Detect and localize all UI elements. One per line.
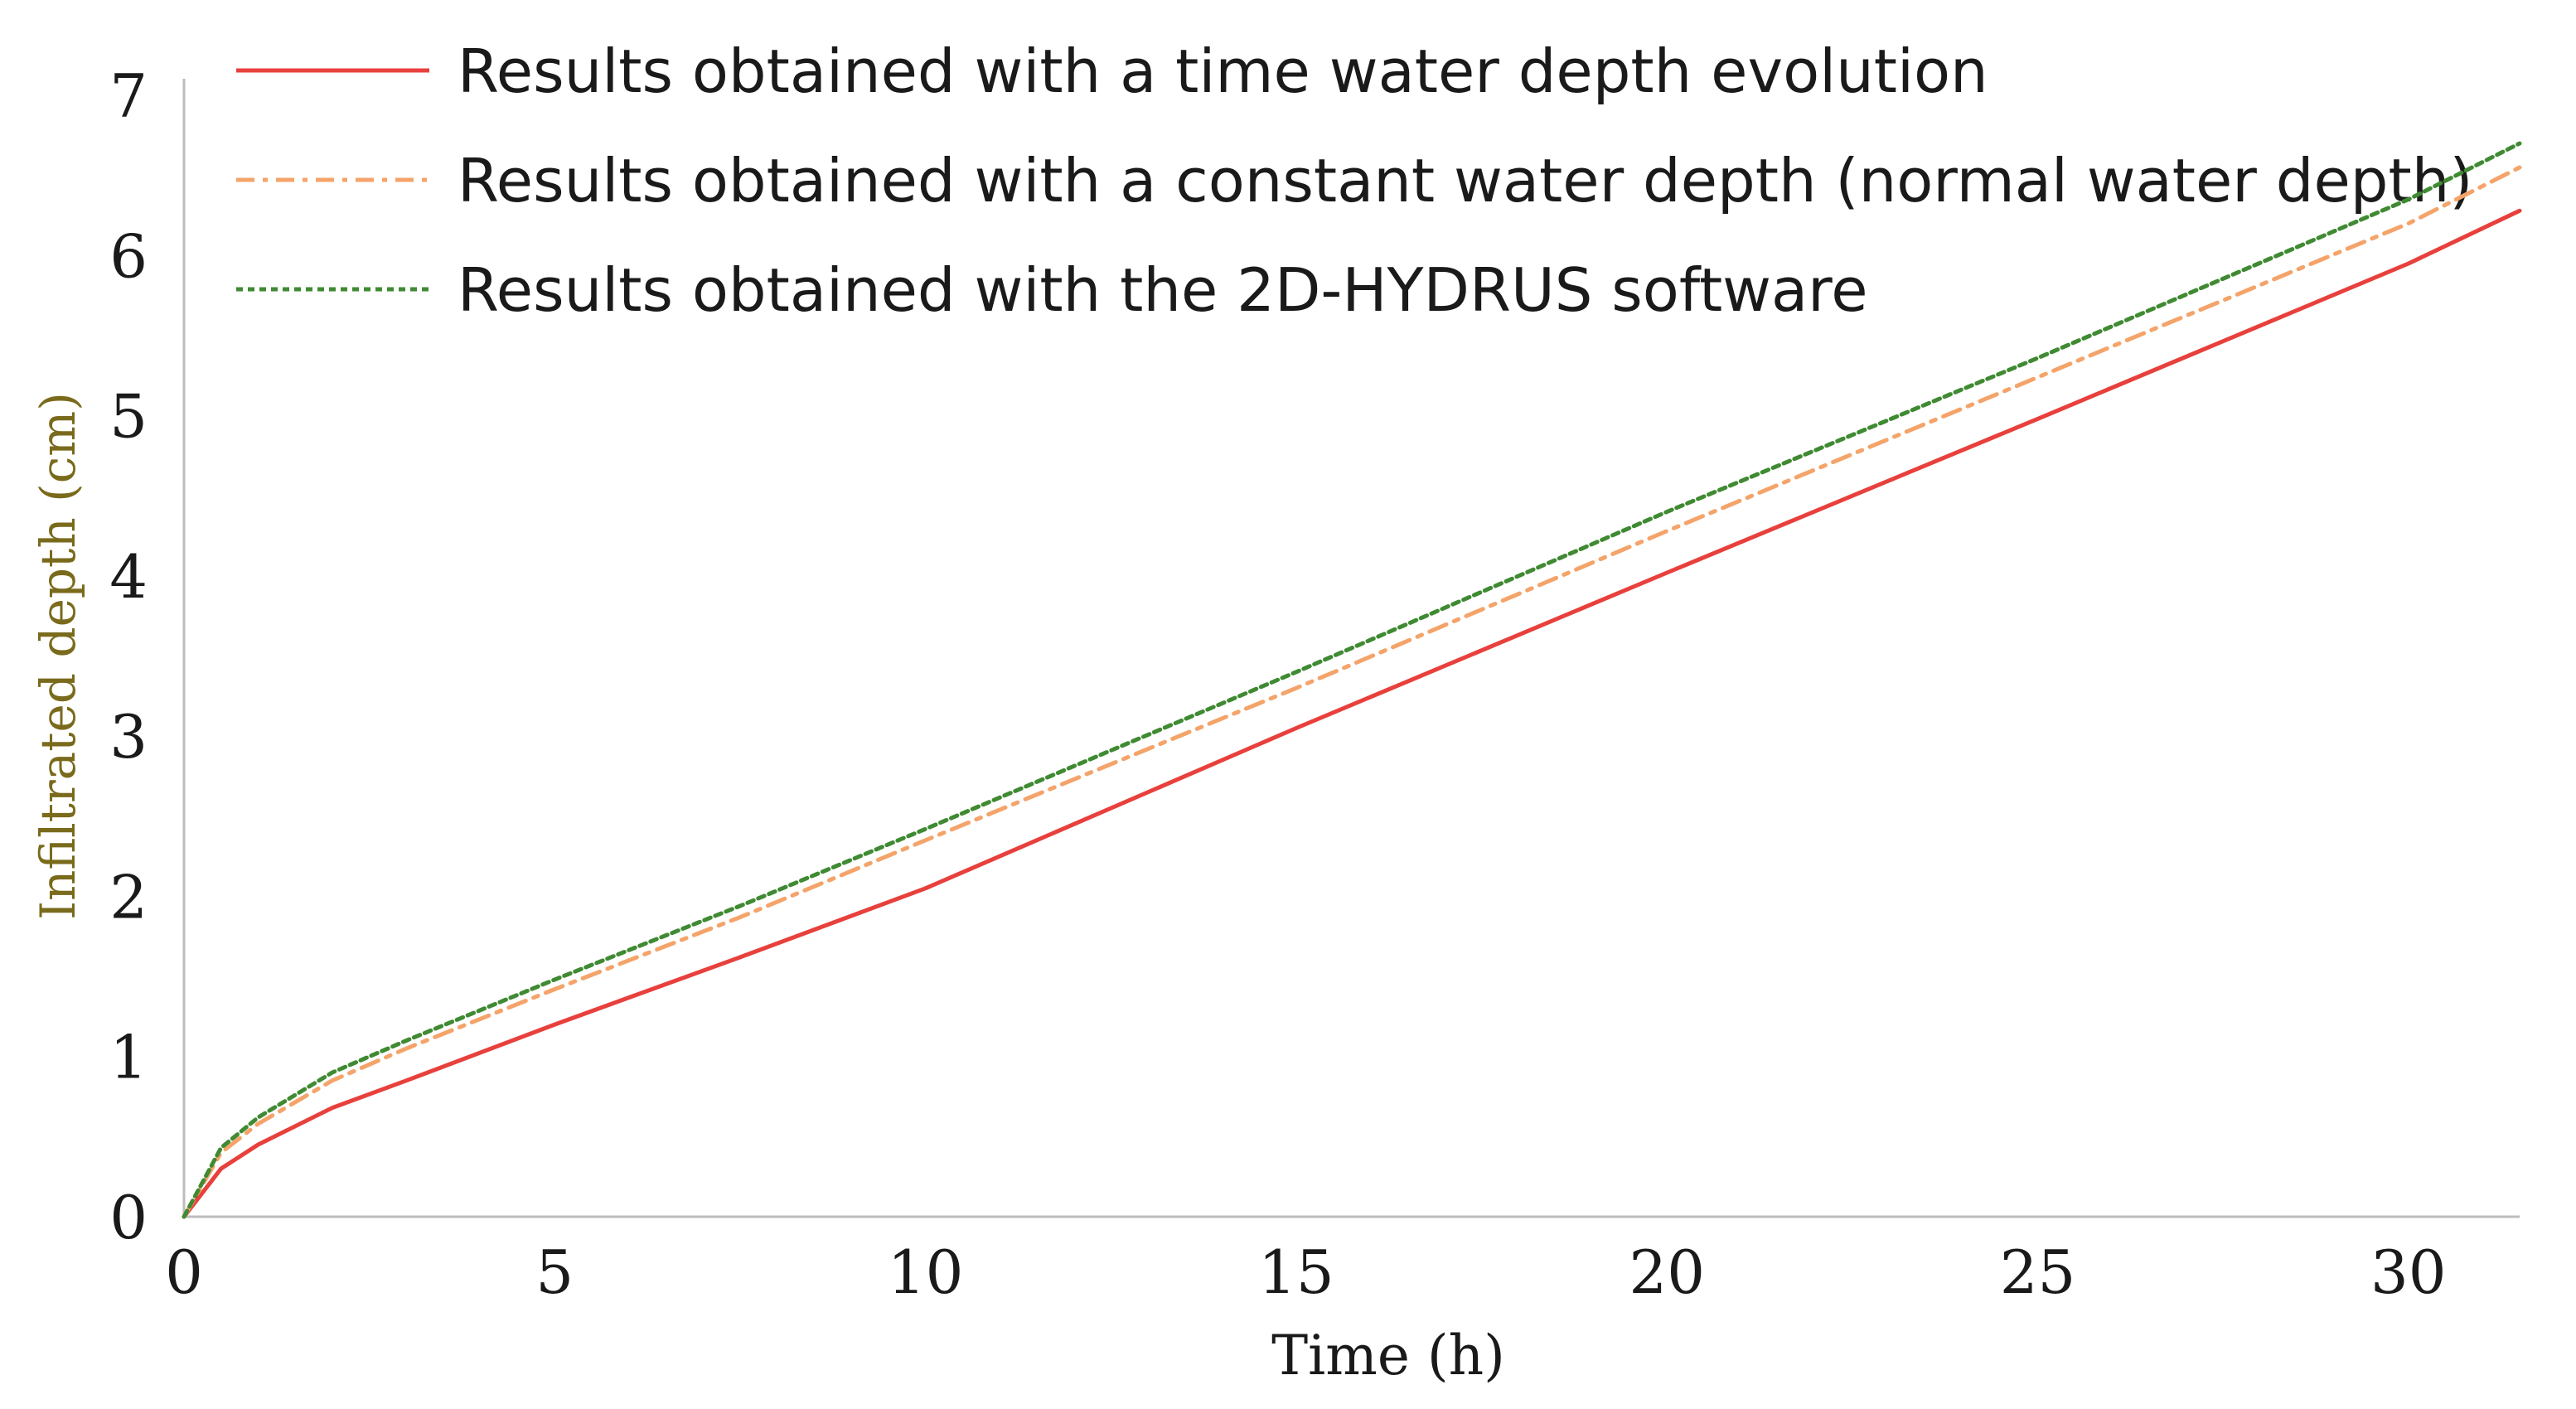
x-tick-label: 0 — [165, 1237, 203, 1307]
x-tick-label: 20 — [1629, 1237, 1705, 1307]
series-lines — [182, 141, 2522, 1219]
legend-label-3: Results obtained with the 2D-HYDRUS soft… — [458, 255, 1868, 325]
y-tick-label: 0 — [109, 1183, 148, 1252]
legend-label-2: Results obtained with a constant water d… — [458, 146, 2472, 215]
y-axis-label: Infiltrated depth (cm) — [30, 392, 86, 920]
y-tick-label: 7 — [109, 61, 148, 131]
y-tick-label: 4 — [109, 542, 148, 612]
x-tick-label: 30 — [2370, 1237, 2447, 1307]
x-tick-labels: 0 5 10 15 20 25 30 — [165, 1237, 2447, 1307]
y-tick-labels: 0 1 2 3 4 5 6 7 — [109, 61, 148, 1252]
x-tick-label: 25 — [2000, 1237, 2076, 1307]
y-tick-label: 5 — [109, 382, 148, 452]
legend-label-1: Results obtained with a time water depth… — [458, 36, 1988, 106]
series-line-3 — [182, 141, 2522, 1219]
y-tick-label: 1 — [109, 1023, 148, 1092]
axes — [182, 79, 2520, 1218]
y-tick-label: 6 — [109, 221, 148, 291]
y-tick-label: 2 — [109, 862, 148, 932]
x-tick-label: 10 — [888, 1237, 964, 1307]
series-line-2 — [182, 165, 2522, 1219]
y-tick-label: 3 — [109, 702, 148, 772]
legend: Results obtained with a time water depth… — [236, 36, 2472, 325]
series-line-1 — [182, 208, 2522, 1219]
x-tick-label: 5 — [535, 1237, 574, 1307]
x-tick-label: 15 — [1258, 1237, 1334, 1307]
x-axis-label: Time (h) — [1271, 1324, 1505, 1387]
